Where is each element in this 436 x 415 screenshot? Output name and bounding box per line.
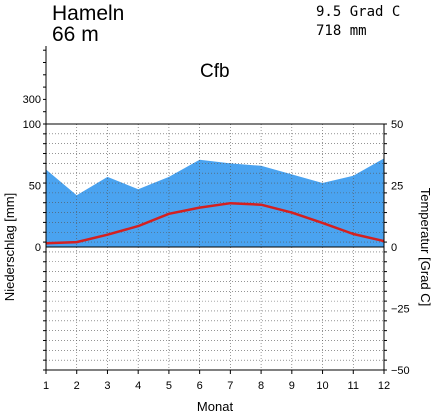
month-tick-label: 10 — [316, 380, 328, 392]
temperature-line — [45, 201, 385, 245]
temp-tick-label: 50 — [391, 119, 403, 131]
month-tick-label: 1 — [43, 380, 49, 392]
month-tick-label: 3 — [104, 380, 110, 392]
month-tick-label: 9 — [289, 380, 295, 392]
precip-tick-label-upper: 300 — [23, 94, 41, 106]
annual-precipitation: 718 mm — [316, 23, 367, 39]
station-name: Hameln — [52, 2, 124, 25]
month-tick-label: 2 — [74, 380, 80, 392]
y-axis-label-left: Niederschlag [mm] — [2, 193, 17, 301]
frame-layer — [43, 46, 387, 374]
temp-tick-label: 0 — [391, 242, 397, 254]
precip-tick-label: 0 — [35, 242, 41, 254]
month-tick-label: 12 — [378, 380, 390, 392]
precip-tick-label: 50 — [29, 181, 41, 193]
month-tick-label: 6 — [197, 380, 203, 392]
climate-classification: Cfb — [200, 61, 230, 82]
month-tick-label: 7 — [227, 380, 233, 392]
precip-tick-label: 100 — [23, 119, 41, 131]
month-tick-label: 4 — [135, 380, 141, 392]
temp-tick-label: 25 — [391, 181, 403, 193]
x-axis-label: Monat — [197, 399, 234, 414]
temperature-line-layer — [45, 201, 385, 245]
station-elevation: 66 m — [52, 23, 99, 46]
month-tick-label: 11 — [348, 380, 359, 392]
month-tick-label: 5 — [166, 380, 172, 392]
temp-tick-label: −25 — [391, 304, 410, 316]
month-tick-label: 8 — [258, 380, 264, 392]
mean-temperature: 9.5 Grad C — [316, 4, 400, 20]
temp-tick-label: −50 — [391, 365, 410, 377]
y-axis-label-right: Temperatur [Grad C] — [418, 188, 433, 307]
